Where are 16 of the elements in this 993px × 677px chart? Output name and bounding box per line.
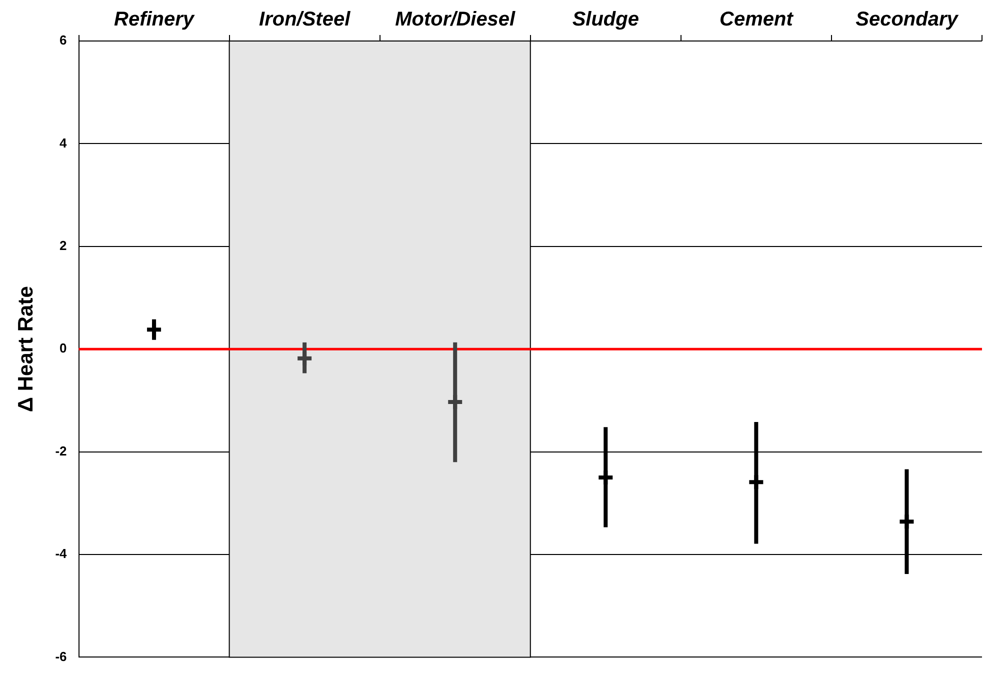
x-tick-label: Secondary [856, 8, 959, 31]
x-tick-label: Sludge [572, 8, 639, 31]
y-tick-label: -2 [55, 443, 67, 458]
y-tick-label: 4 [60, 135, 68, 150]
x-tick-label: Refinery [114, 8, 195, 31]
y-tick-label: 6 [60, 32, 67, 48]
y-tick-label: 2 [60, 238, 67, 253]
y-tick-label: -4 [55, 546, 68, 562]
x-tick-label: Iron/Steel [259, 8, 351, 31]
y-tick-label: 0 [60, 340, 67, 356]
point [747, 473, 766, 492]
y-tick-label: -6 [55, 648, 67, 664]
x-tick-label: Cement [720, 8, 794, 31]
point [898, 512, 916, 531]
x-tick-label: Motor/Diesel [395, 8, 516, 31]
y-axis-title: Δ Heart Rate [14, 286, 38, 412]
